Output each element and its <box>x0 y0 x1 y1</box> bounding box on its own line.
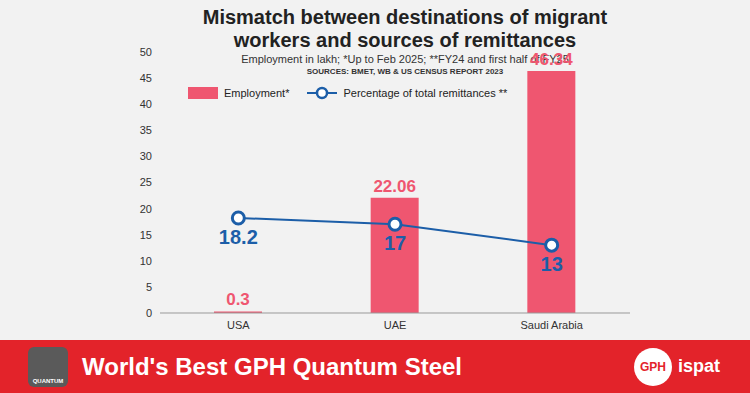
svg-text:22.06: 22.06 <box>373 177 416 196</box>
svg-text:18.2: 18.2 <box>219 226 258 248</box>
svg-text:35: 35 <box>140 124 152 136</box>
svg-text:13: 13 <box>541 253 563 275</box>
svg-text:25: 25 <box>140 176 152 188</box>
svg-text:17: 17 <box>384 232 406 254</box>
svg-text:0: 0 <box>146 307 152 319</box>
svg-text:0.3: 0.3 <box>226 290 250 309</box>
svg-text:30: 30 <box>140 150 152 162</box>
svg-text:46.34: 46.34 <box>530 50 573 69</box>
svg-text:10: 10 <box>140 255 152 267</box>
svg-text:5: 5 <box>146 281 152 293</box>
svg-text:Saudi Arabia: Saudi Arabia <box>520 319 583 331</box>
svg-text:20: 20 <box>140 203 152 215</box>
svg-text:50: 50 <box>140 46 152 58</box>
svg-text:45: 45 <box>140 72 152 84</box>
svg-text:UAE: UAE <box>384 319 407 331</box>
svg-text:USA: USA <box>227 319 250 331</box>
svg-text:15: 15 <box>140 229 152 241</box>
svg-text:40: 40 <box>140 98 152 110</box>
